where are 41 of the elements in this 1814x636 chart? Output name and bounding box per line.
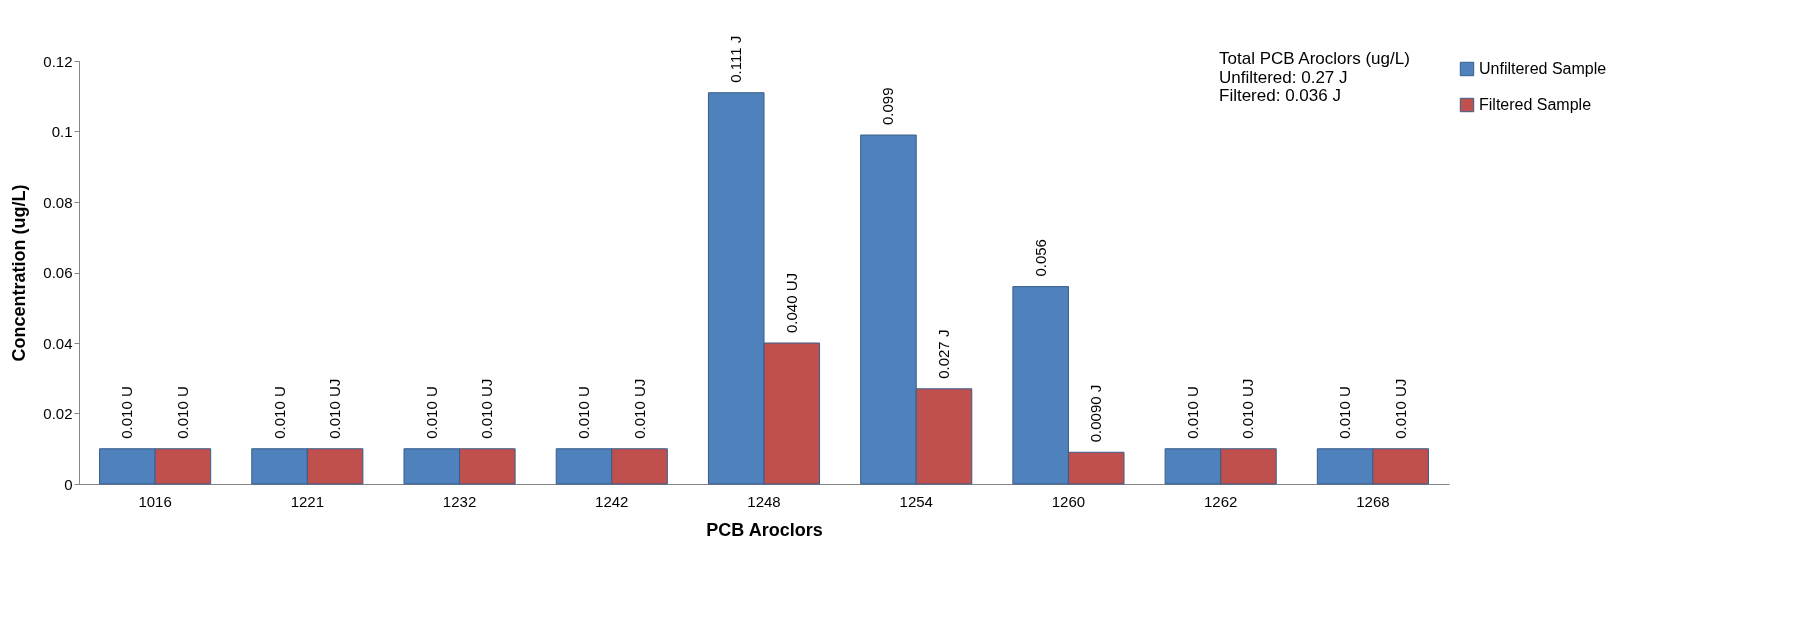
y-tick-label: 0.1 bbox=[51, 123, 73, 140]
x-tick-label: 1242 bbox=[595, 492, 629, 510]
data-label: 0.010 UJ bbox=[1239, 378, 1257, 439]
x-tick-label: 1248 bbox=[747, 492, 781, 510]
data-label: 0.010 U bbox=[1183, 386, 1201, 439]
data-label: 0.010 UJ bbox=[478, 378, 496, 439]
data-label: 0.010 UJ bbox=[630, 378, 648, 439]
legend-label: Unfiltered Sample bbox=[1479, 60, 1607, 77]
data-label: 0.010 UJ bbox=[326, 378, 344, 439]
data-label: 0.010 U bbox=[575, 386, 592, 439]
annotation: Unfiltered: 0.27 J bbox=[1219, 67, 1348, 87]
data-label: 0.111 J bbox=[727, 35, 745, 83]
data-label: 0.0090 J bbox=[1087, 384, 1105, 443]
x-tick-label: 1232 bbox=[442, 492, 477, 510]
annotation: Total PCB Aroclors (ug/L) bbox=[1219, 49, 1410, 68]
y-tick-label: 0.06 bbox=[43, 264, 73, 281]
data-label: 0.040 UJ bbox=[782, 272, 800, 333]
y-tick-label: 0.02 bbox=[43, 405, 73, 422]
x-axis-title: PCB Aroclors bbox=[706, 519, 823, 540]
data-label: 0.099 bbox=[879, 87, 897, 126]
y-tick-label: 0.04 bbox=[43, 334, 73, 352]
annotation: Filtered: 0.036 J bbox=[1219, 86, 1341, 106]
x-tick-label: 1268 bbox=[1356, 492, 1390, 510]
data-label: 0.010 U bbox=[173, 386, 191, 439]
data-label: 0.056 bbox=[1031, 239, 1049, 277]
y-tick-label: 0.08 bbox=[43, 193, 73, 211]
data-label: 0.010 U bbox=[1336, 386, 1354, 439]
x-tick-label: 1254 bbox=[899, 492, 933, 510]
data-label: 0.027 J bbox=[935, 329, 952, 379]
x-tick-label: 1260 bbox=[1051, 492, 1086, 510]
x-tick-label: 1262 bbox=[1203, 492, 1238, 510]
y-tick-label: 0.12 bbox=[43, 52, 73, 70]
y-axis-title: Concentration (ug/L) bbox=[9, 184, 30, 362]
data-label: 0.010 U bbox=[270, 386, 288, 439]
data-label: 0.010 U bbox=[118, 386, 136, 439]
data-label: 0.010 UJ bbox=[1391, 378, 1409, 439]
legend-label: Filtered Sample bbox=[1479, 96, 1592, 113]
x-tick-label: 1016 bbox=[138, 492, 172, 510]
data-label: 0.010 U bbox=[422, 386, 440, 439]
y-tick-label: 0 bbox=[64, 475, 73, 493]
x-tick-label: 1221 bbox=[290, 492, 325, 510]
